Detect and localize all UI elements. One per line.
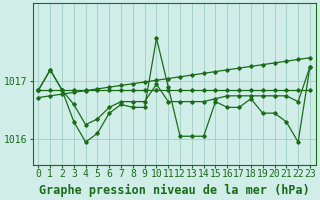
X-axis label: Graphe pression niveau de la mer (hPa): Graphe pression niveau de la mer (hPa) — [39, 183, 309, 197]
